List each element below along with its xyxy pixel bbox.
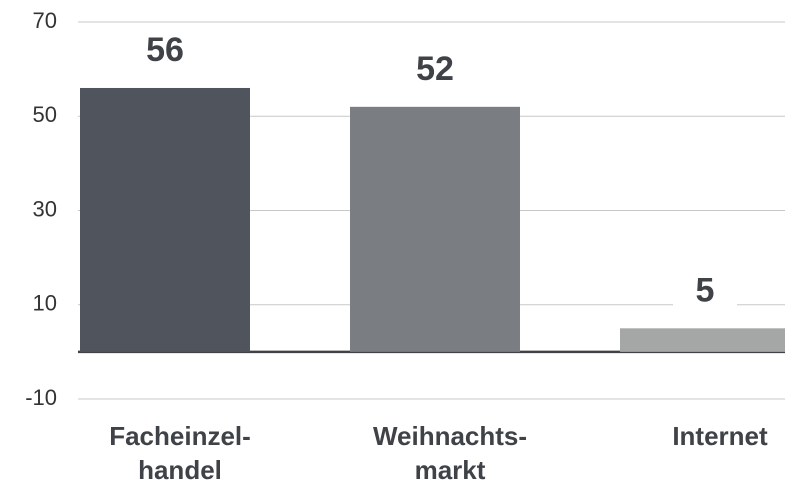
y-tick-label: 10	[33, 291, 57, 316]
value-label: 52	[416, 50, 454, 88]
y-tick-label: 30	[33, 196, 57, 221]
y-tick-label: -10	[25, 385, 57, 410]
value-label-bg	[133, 25, 197, 78]
value-label-bg	[673, 266, 737, 319]
bar	[350, 106, 520, 352]
y-tick-label: 50	[33, 102, 57, 127]
value-label: 5	[696, 271, 715, 309]
x-tick-label: Facheinzel-handel	[109, 421, 251, 485]
x-tick-label: Weihnachts-markt	[373, 421, 527, 485]
x-tick-label: Internet	[672, 421, 768, 451]
y-tick-label: 70	[33, 8, 57, 33]
value-label-bg	[403, 44, 467, 97]
value-label: 56	[146, 31, 184, 69]
bar	[80, 87, 250, 352]
bar	[620, 328, 785, 352]
